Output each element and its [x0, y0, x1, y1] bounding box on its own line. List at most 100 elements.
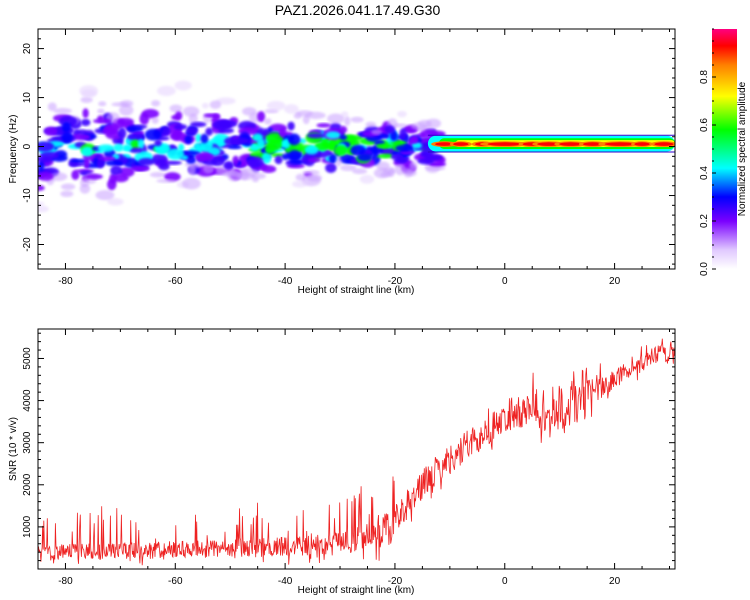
spectrogram-y-tick-label: 0 — [22, 143, 33, 149]
spectral-blob — [376, 153, 394, 159]
spectral-blob — [96, 159, 105, 169]
snr-y-label: SNR (10 * v/v) — [8, 417, 19, 481]
spectral-blob — [117, 117, 135, 126]
spectral-blob — [38, 161, 45, 172]
spectrogram-y-label: Frequency (Hz) — [8, 115, 19, 184]
spectral-blob — [316, 123, 331, 128]
spectral-blob — [350, 144, 366, 156]
spectral-blob — [217, 156, 226, 162]
snr-y-ticks: 1000 2000 3000 4000 5000 — [22, 332, 675, 570]
spectral-blob — [61, 131, 73, 144]
colorbar-tick-label: 0.2 — [699, 214, 710, 228]
spectral-blob — [39, 151, 60, 160]
spectral-blob — [60, 183, 76, 190]
snr-series-line — [38, 338, 675, 566]
spectral-blob — [169, 104, 183, 113]
spectral-blob — [411, 142, 422, 149]
spectrogram-x-tick-label: 20 — [609, 276, 621, 287]
spectral-blob — [173, 124, 188, 130]
colorbar-tick-label: 0.4 — [699, 166, 710, 180]
spectral-blob — [306, 133, 326, 139]
spectral-blob — [97, 144, 115, 153]
spectral-blob — [279, 127, 287, 138]
spectral-blob — [81, 146, 94, 157]
snr-y-tick-label: 1000 — [22, 515, 33, 538]
spectral-blob — [174, 80, 192, 91]
spectrogram-x-tick-label: -80 — [58, 276, 73, 287]
spectral-blob — [154, 139, 163, 147]
spectral-blob — [122, 144, 132, 151]
spectral-blob — [350, 139, 361, 147]
spectral-blob — [164, 160, 183, 165]
spectral-blob — [188, 113, 198, 124]
spectral-blob — [288, 133, 301, 146]
spectral-peak-core — [537, 142, 561, 146]
spectral-peak-core — [604, 142, 636, 146]
snr-y-tick-label: 5000 — [22, 347, 33, 370]
spectrogram-y-tick-label: 20 — [22, 43, 33, 55]
spectral-blob — [83, 158, 90, 170]
spectral-blob — [352, 168, 368, 175]
spectral-blob — [97, 115, 104, 122]
spectrogram-x-ticks: -80 -60 -40 -20 0 20 — [37, 29, 671, 287]
spectral-blob — [365, 121, 377, 128]
spectral-blob — [151, 117, 159, 124]
spectral-blob — [307, 157, 322, 163]
spectrogram-x-label: Height of straight line (km) — [298, 285, 415, 296]
colorbar-label: Normalized spectral amplitude — [737, 81, 748, 216]
spectral-blob — [429, 161, 446, 168]
spectral-blob — [112, 173, 129, 183]
spectral-blob — [376, 143, 394, 149]
spectral-blob — [376, 161, 390, 171]
spectral-blob — [118, 127, 127, 139]
spectrogram-y-tick-label: -20 — [22, 237, 33, 252]
spectral-blob — [350, 116, 364, 123]
snr-x-tick-label: -80 — [58, 576, 73, 587]
spectrogram-panel: -80 -60 -40 -20 0 20 -20 -10 0 10 20 Height of st… — [8, 28, 676, 296]
spectral-blob — [399, 128, 407, 140]
spectral-blob — [141, 109, 160, 119]
spectral-blob — [138, 158, 155, 166]
spectral-blob — [194, 152, 214, 162]
spectral-blob — [395, 144, 413, 152]
spectral-blob — [384, 125, 396, 135]
spectral-blob — [216, 97, 236, 105]
spectral-blob — [129, 147, 142, 154]
spectral-blob — [151, 153, 168, 165]
snr-y-tick-label: 2000 — [22, 473, 33, 496]
spectral-blob — [298, 138, 307, 144]
spectral-blob — [53, 107, 73, 114]
spectral-blob — [113, 143, 124, 152]
spectral-blob — [287, 121, 295, 131]
snr-x-tick-label: -20 — [388, 576, 403, 587]
spectral-blob — [38, 171, 54, 181]
spectrogram-y-tick-label: -10 — [22, 188, 33, 203]
spectral-blob — [261, 152, 272, 164]
spectral-blob — [409, 161, 418, 171]
spectral-blob — [333, 145, 348, 156]
spectral-blob — [419, 129, 438, 139]
spectral-blob — [264, 118, 272, 125]
spectral-blob — [274, 155, 283, 165]
spectral-blob — [403, 168, 413, 178]
spectral-blob — [195, 133, 202, 143]
figure-title: PAZ1.2026.041.17.49.G30 — [274, 2, 441, 18]
spectral-blob — [151, 100, 161, 107]
spectral-blob — [295, 173, 307, 181]
spectral-blob — [284, 104, 299, 114]
spectral-blob — [232, 155, 240, 166]
spectral-blob — [380, 172, 392, 178]
spectral-blob — [60, 190, 74, 198]
spectral-blob — [105, 160, 124, 167]
colorbar-gradient — [712, 29, 737, 269]
spectral-blob — [156, 178, 176, 183]
spectral-blob — [266, 100, 286, 111]
spectral-blob — [119, 104, 134, 116]
spectrogram-heatmap — [38, 80, 675, 213]
colorbar-tick-label: 0.8 — [699, 70, 710, 84]
spectrogram-x-tick-label: -40 — [278, 276, 293, 287]
spectral-blob — [157, 85, 176, 97]
spectral-blob — [302, 170, 320, 175]
spectral-blob — [394, 163, 406, 176]
